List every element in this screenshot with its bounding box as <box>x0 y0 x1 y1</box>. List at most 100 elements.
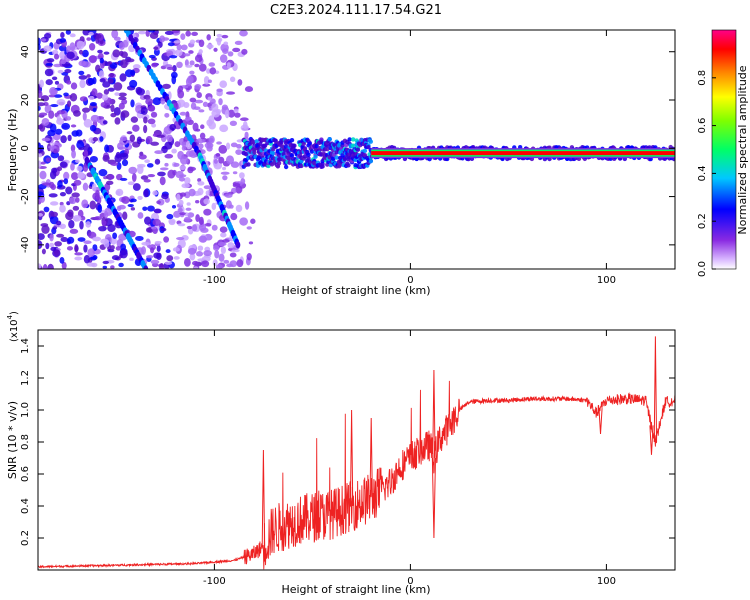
noise-blob <box>43 45 52 52</box>
band-blob <box>334 155 339 160</box>
noise-blob <box>38 212 43 217</box>
noise-blob <box>211 224 218 231</box>
noise-blob <box>147 173 156 178</box>
noise-blob <box>179 156 189 165</box>
noise-blob <box>49 201 59 206</box>
noise-blob <box>199 132 206 140</box>
band-blob <box>362 152 368 158</box>
noise-blob <box>50 246 57 252</box>
noise-blob <box>173 162 180 167</box>
noise-blob <box>152 97 162 106</box>
snr-ytick-label: 0.4 <box>20 498 31 514</box>
noise-blob <box>111 255 120 261</box>
noise-blob <box>120 51 128 59</box>
noise-blob <box>166 213 174 220</box>
band-blob <box>276 160 282 166</box>
noise-blob <box>250 218 256 224</box>
noise-blob <box>69 228 79 234</box>
noise-blob <box>118 262 124 268</box>
noise-blob <box>49 242 55 248</box>
noise-blob <box>41 137 51 142</box>
noise-blob <box>208 62 216 67</box>
spectrogram-xtick-label: -100 <box>203 275 226 286</box>
noise-blob <box>54 80 60 85</box>
noise-blob <box>53 249 60 256</box>
band-blob <box>251 140 256 145</box>
noise-blob <box>197 181 205 186</box>
band-blob <box>307 141 312 146</box>
noise-blob <box>204 222 212 227</box>
noise-blob <box>65 186 73 195</box>
noise-blob <box>202 101 209 108</box>
noise-blob <box>183 53 191 57</box>
band-blob <box>350 137 356 142</box>
noise-blob <box>202 83 211 87</box>
band-blob <box>302 154 308 159</box>
noise-blob <box>127 181 135 186</box>
noise-blob <box>167 169 176 179</box>
noise-blob <box>44 68 54 77</box>
noise-blob <box>115 151 121 159</box>
noise-blob <box>144 159 150 164</box>
noise-blob <box>157 171 166 177</box>
noise-blob <box>143 124 148 134</box>
noise-blob <box>173 40 181 44</box>
noise-blob <box>41 118 50 126</box>
noise-blob <box>102 260 110 265</box>
snr-line-layer <box>38 336 675 570</box>
noise-blob <box>233 108 239 114</box>
noise-blob <box>196 251 204 257</box>
noise-blob <box>102 265 108 269</box>
noise-blob <box>237 79 243 86</box>
noise-blob <box>223 41 229 46</box>
snr-ytick-label: 0.2 <box>20 530 31 546</box>
noise-blob <box>110 162 119 166</box>
noise-blob <box>169 55 178 59</box>
noise-blob <box>206 119 213 127</box>
spectrogram-ytick-label: 0 <box>20 145 31 151</box>
spectrogram-ytick-label: 40 <box>20 45 31 58</box>
spectrogram-panel: -100 0 100 -40 -20 0 20 40 Height of straight l… <box>6 29 676 297</box>
noise-blob <box>209 67 217 75</box>
noise-blob <box>194 99 204 104</box>
noise-blob <box>151 62 158 68</box>
band-blob <box>301 141 306 147</box>
noise-blob <box>150 259 160 265</box>
snr-dip <box>649 425 654 455</box>
noise-blob <box>215 264 223 269</box>
noise-blob <box>121 196 130 204</box>
noise-blob <box>113 106 121 116</box>
noise-blob <box>226 263 234 268</box>
spectrogram-ylabel: Frequency (Hz) <box>6 109 19 192</box>
noise-blob <box>222 175 228 181</box>
noise-blob <box>95 34 100 44</box>
noise-blob <box>186 225 193 230</box>
noise-blob <box>74 256 83 261</box>
noise-blob <box>132 183 141 191</box>
noise-blob <box>107 224 116 233</box>
band-blob <box>306 152 311 157</box>
noise-blob <box>128 166 138 175</box>
noise-blob <box>47 129 56 137</box>
noise-blob <box>236 139 244 143</box>
noise-blob <box>150 141 160 146</box>
noise-blob <box>164 261 173 265</box>
colorbar: 0.0 0.2 0.4 0.6 0.8 Normalized spectral ampl… <box>697 29 749 277</box>
band-blob <box>368 158 374 164</box>
noise-blob <box>235 204 243 213</box>
snr-frame <box>37 329 676 571</box>
noise-blob <box>226 62 231 69</box>
noise-blob <box>65 30 71 35</box>
noise-blob <box>218 253 225 262</box>
noise-blob <box>38 90 43 98</box>
snr-ytick-label: 1.2 <box>20 370 31 386</box>
noise-blob <box>189 252 196 261</box>
noise-blob <box>177 85 184 93</box>
noise-blob <box>230 161 240 168</box>
snr-ytick-label: 0.8 <box>20 434 31 450</box>
noise-blob <box>59 38 67 43</box>
noise-blob <box>198 49 203 55</box>
noise-blob <box>118 42 126 50</box>
noise-blob <box>166 66 175 70</box>
snr-xtick-label: 100 <box>597 576 616 587</box>
